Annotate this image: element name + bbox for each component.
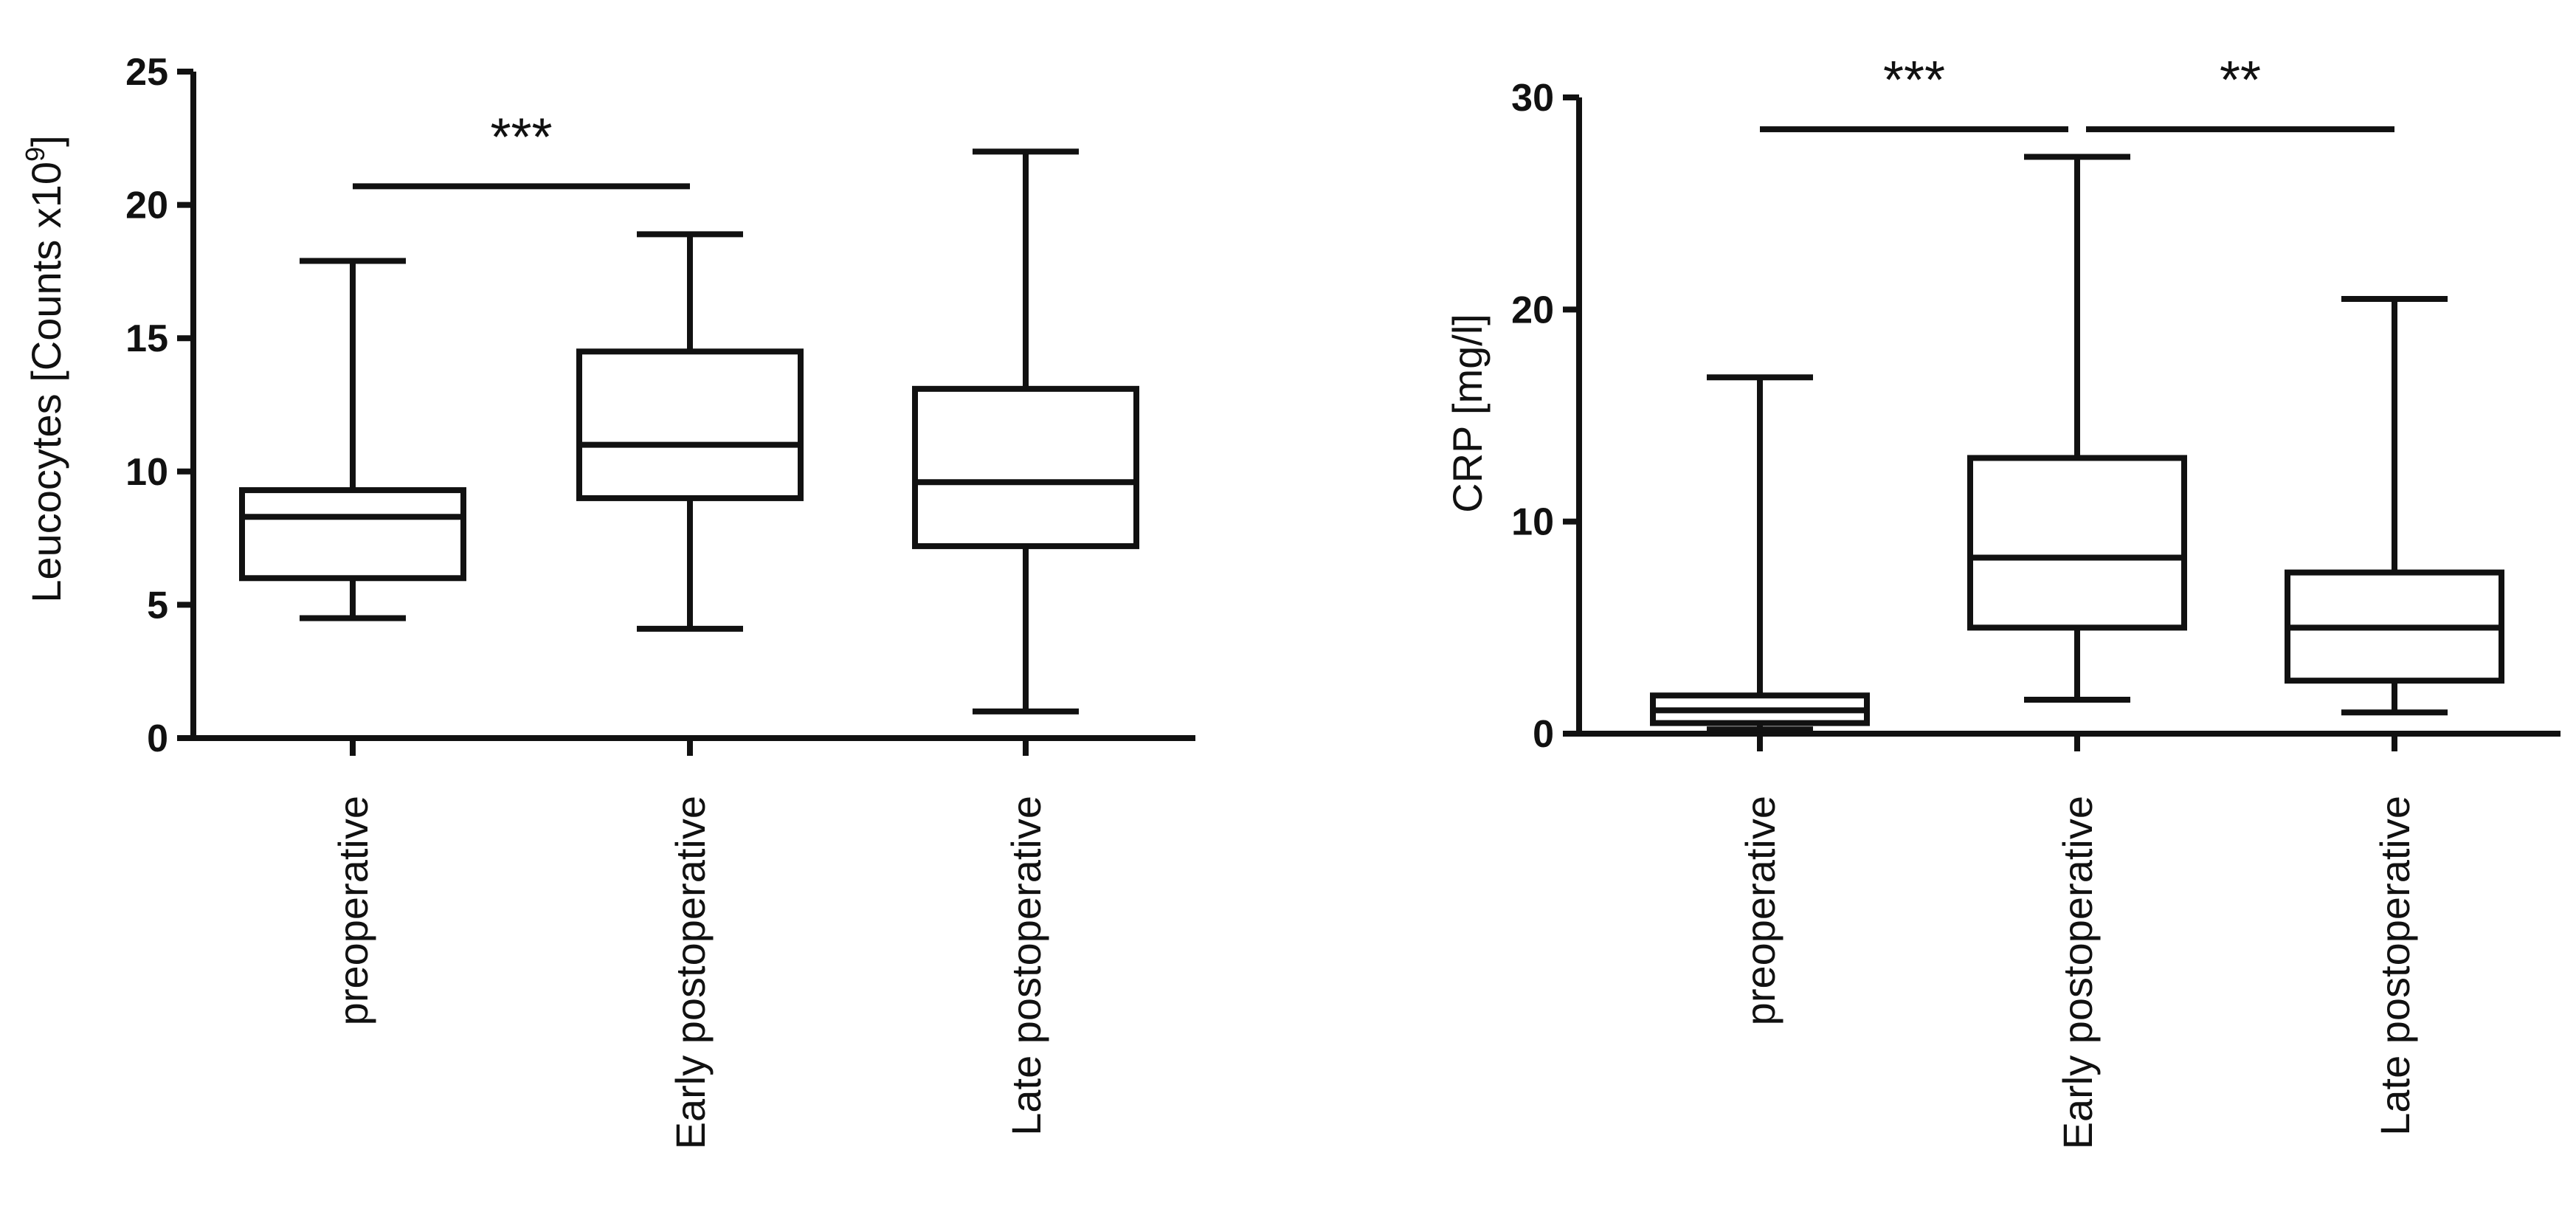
box-plot <box>1967 154 2187 703</box>
iqr-box <box>576 348 804 501</box>
x-tick-label: Early postoperative <box>667 796 714 1149</box>
box-plot <box>1650 374 1870 733</box>
box-plot <box>576 231 804 632</box>
significance-label: *** <box>1883 51 1945 110</box>
box-plot <box>912 148 1139 714</box>
y-tick-label: 20 <box>125 185 168 227</box>
crp-chart: CRP [mg/l] 0 10 20 30 preoperative Early post… <box>1444 51 2561 1149</box>
x-tick-label: Late postoperative <box>1003 796 1049 1136</box>
box-plot <box>239 258 466 621</box>
significance-label: *** <box>490 108 552 167</box>
y-tick-label: 25 <box>125 51 168 94</box>
y-tick-label: 10 <box>125 451 168 494</box>
y-axis-title-main: Leucocytes [Counts x10 <box>23 162 69 603</box>
y-axis-title: CRP [mg/l] <box>1444 314 1491 513</box>
iqr-box <box>912 385 1139 549</box>
y-axis-title-superscript: 9 <box>20 147 50 162</box>
y-tick-label: 0 <box>147 717 168 760</box>
svg-text:Leucocytes [Counts x109]: Leucocytes [Counts x109] <box>20 135 69 602</box>
y-tick-label: 30 <box>1511 77 1554 120</box>
iqr-box <box>1967 455 2187 631</box>
leucocytes-chart: Leucocytes [Counts x109] 0 5 10 15 20 25 preop… <box>20 51 1195 1149</box>
significance-label: ** <box>2220 51 2261 110</box>
y-tick-label: 10 <box>1511 501 1554 544</box>
iqr-box <box>239 487 466 582</box>
y-tick-label: 20 <box>1511 289 1554 331</box>
box-plot <box>2285 295 2504 716</box>
x-tick-label: Early postoperative <box>2054 796 2101 1149</box>
y-tick-label: 5 <box>147 584 168 627</box>
y-tick-label: 0 <box>1533 713 1554 756</box>
x-tick-label: preoperative <box>1737 796 1783 1025</box>
y-axis-title: Leucocytes [Counts x109] <box>20 135 69 602</box>
x-tick-label: Late postoperative <box>2372 796 2418 1136</box>
y-tick-label: 15 <box>125 317 168 360</box>
x-tick-label: preoperative <box>330 796 376 1025</box>
y-axis-title-end: ] <box>23 135 69 147</box>
